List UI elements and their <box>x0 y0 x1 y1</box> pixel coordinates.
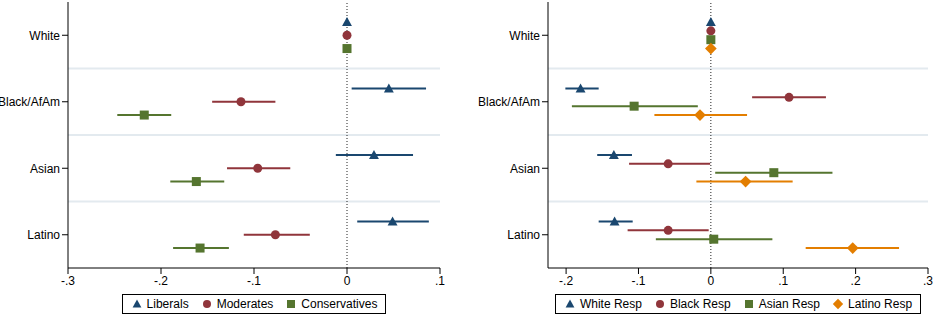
svg-text:Asian: Asian <box>510 162 540 176</box>
svg-text:0: 0 <box>708 274 715 288</box>
svg-text:Black/AfAm: Black/AfAm <box>8 95 60 109</box>
svg-text:-.3: -.3 <box>61 274 75 288</box>
svg-text:-.1: -.1 <box>631 274 645 288</box>
svg-text:-.2: -.2 <box>559 274 573 288</box>
svg-text:-.2: -.2 <box>154 274 168 288</box>
svg-text:.3: .3 <box>923 274 926 288</box>
svg-text:Black/AfAm: Black/AfAm <box>478 95 540 109</box>
svg-text:0: 0 <box>344 274 351 288</box>
html-text:Conservatives: Conservatives <box>301 297 378 311</box>
svg-text:White: White <box>29 29 60 43</box>
html-text:White Resp: White Resp <box>579 297 642 311</box>
svg-text:Asian: Asian <box>30 162 60 176</box>
svg-text:.1: .1 <box>778 274 788 288</box>
svg-text:Latino: Latino <box>507 228 540 242</box>
svg-text:White: White <box>509 29 540 43</box>
html-text:Moderates: Moderates <box>216 297 274 311</box>
html-text:Latino Resp: Latino Resp <box>848 297 913 311</box>
svg-text:-.1: -.1 <box>247 274 261 288</box>
svg-text:.1: .1 <box>435 274 445 288</box>
html-text:Asian Resp: Asian Resp <box>758 297 820 311</box>
svg-text:Latino: Latino <box>27 228 60 242</box>
html-text:Liberals: Liberals <box>146 297 189 311</box>
svg-text:.2: .2 <box>851 274 861 288</box>
html-text:Black Resp: Black Resp <box>670 297 731 311</box>
